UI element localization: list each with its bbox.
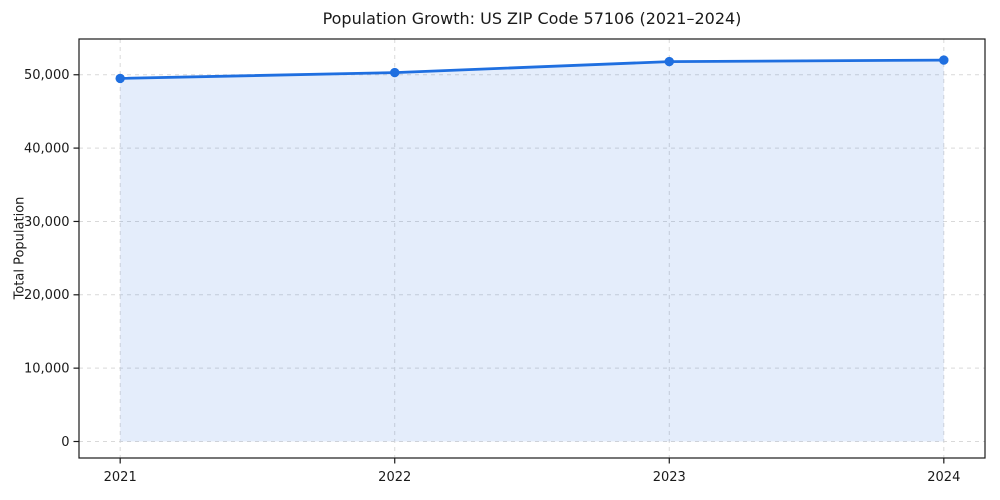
data-point-marker	[390, 67, 400, 78]
area-fill	[120, 60, 944, 442]
chart-title: Population Growth: US ZIP Code 57106 (20…	[322, 9, 742, 28]
y-tick-label: 20,000	[24, 288, 70, 303]
series-line	[118, 58, 946, 80]
y-tick-label: 40,000	[24, 142, 70, 157]
y-tick-label: 0	[61, 435, 69, 450]
y-axis-label: Total Population	[12, 196, 28, 300]
data-point-marker	[664, 56, 674, 67]
x-tick-label: 2021	[104, 470, 137, 485]
y-tick-label: 50,000	[24, 68, 70, 83]
data-point-marker	[115, 73, 125, 84]
x-tick-label: 2024	[927, 470, 960, 485]
y-tick-label: 30,000	[24, 215, 70, 230]
x-tick-label: 2023	[653, 470, 686, 485]
x-tick-label: 2022	[378, 470, 411, 485]
data-point-marker	[939, 55, 949, 65]
plot-border	[78, 38, 986, 459]
y-tick-label: 10,000	[24, 362, 70, 377]
